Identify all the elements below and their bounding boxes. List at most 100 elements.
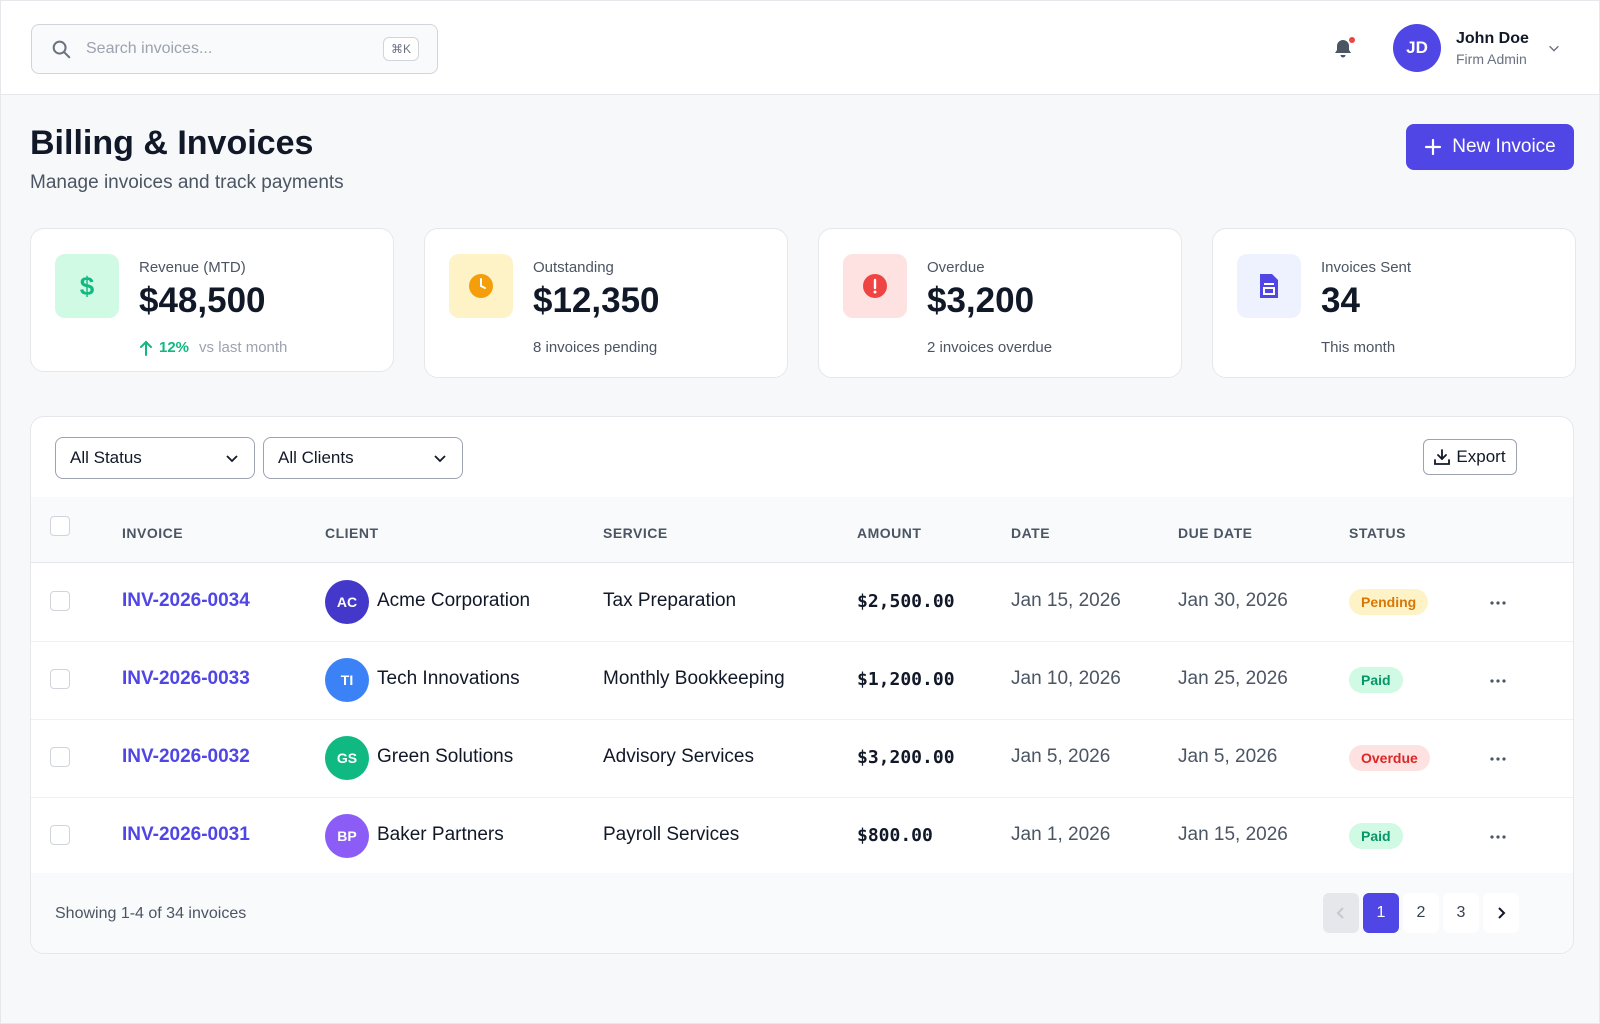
trend-percent: 12% <box>159 339 190 356</box>
more-options-icon[interactable] <box>1489 672 1507 690</box>
table-row[interactable]: INV-2026-0033 TI Tech Innovations Monthl… <box>31 642 1573 720</box>
amount: $3,200.00 <box>857 747 955 768</box>
table-row[interactable]: INV-2026-0034 AC Acme Corporation Tax Pr… <box>31 564 1573 642</box>
more-options-icon[interactable] <box>1489 594 1507 612</box>
client-name: Tech Innovations <box>377 668 520 689</box>
status-badge: Overdue <box>1349 745 1430 771</box>
client-filter-value: All Clients <box>278 448 354 467</box>
page-button-3[interactable]: 3 <box>1443 893 1479 933</box>
page-subtitle: Manage invoices and track payments <box>30 172 344 193</box>
bell-icon <box>1335 40 1351 58</box>
header-client: CLIENT <box>325 525 379 541</box>
due-date: Jan 30, 2026 <box>1178 590 1288 611</box>
header-due-date: DUE DATE <box>1178 525 1253 541</box>
notifications-button[interactable] <box>1331 37 1355 61</box>
table-row[interactable]: INV-2026-0031 BP Baker Partners Payroll … <box>31 798 1573 876</box>
due-date: Jan 5, 2026 <box>1178 746 1278 767</box>
search-input[interactable] <box>86 40 366 58</box>
header-amount: AMOUNT <box>857 525 922 541</box>
select-all-checkbox[interactable] <box>50 516 70 536</box>
plus-icon <box>1425 138 1442 156</box>
due-date: Jan 15, 2026 <box>1178 824 1288 845</box>
stat-label: Revenue (MTD) <box>139 259 246 276</box>
svg-text:$: $ <box>80 271 95 301</box>
pagination: 1 2 3 <box>1323 893 1519 933</box>
table-row[interactable]: INV-2026-0032 GS Green Solutions Advisor… <box>31 720 1573 798</box>
stat-label: Overdue <box>927 259 985 276</box>
stat-foot: This month <box>1321 339 1396 356</box>
service: Advisory Services <box>603 746 754 767</box>
stat-value: 34 <box>1321 281 1360 320</box>
showing-count: Showing 1-4 of 34 invoices <box>55 905 247 922</box>
service: Monthly Bookkeeping <box>603 668 785 689</box>
table-footer: Showing 1-4 of 34 invoices 1 2 3 <box>31 873 1573 953</box>
invoice-date: Jan 1, 2026 <box>1011 824 1111 845</box>
alert-icon <box>863 274 887 298</box>
client-avatar: AC <box>325 580 369 624</box>
export-label: Export <box>1456 447 1506 466</box>
top-bar: ⌘K JD John Doe Firm Admin <box>1 1 1599 95</box>
chevron-left-icon <box>1336 907 1344 919</box>
user-role: Firm Admin <box>1456 50 1527 67</box>
stat-value: $3,200 <box>927 281 1035 320</box>
client-avatar: BP <box>325 814 369 858</box>
user-name: John Doe <box>1456 29 1529 47</box>
more-options-icon[interactable] <box>1489 828 1507 846</box>
service: Payroll Services <box>603 824 740 845</box>
stat-value: $48,500 <box>139 281 266 320</box>
row-checkbox[interactable] <box>50 669 70 689</box>
header-service: SERVICE <box>603 525 668 541</box>
row-checkbox[interactable] <box>50 747 70 767</box>
chevron-down-icon <box>226 455 238 463</box>
notification-dot <box>1349 37 1355 43</box>
more-options-icon[interactable] <box>1489 750 1507 768</box>
invoice-link[interactable]: INV-2026-0031 <box>122 824 250 845</box>
invoice-link[interactable]: INV-2026-0032 <box>122 746 250 767</box>
invoice-link[interactable]: INV-2026-0033 <box>122 668 250 689</box>
shortcut-hint: ⌘K <box>382 37 419 61</box>
chevron-down-icon <box>1549 45 1559 52</box>
stat-card-revenue: $ Revenue (MTD) $48,500 12% vs last mont… <box>30 228 394 372</box>
client-name: Baker Partners <box>377 824 504 845</box>
stat-card-overdue: Overdue $3,200 2 invoices overdue <box>818 228 1182 378</box>
stat-foot: 8 invoices pending <box>533 339 658 356</box>
invoice-date: Jan 5, 2026 <box>1011 746 1111 767</box>
client-name: Acme Corporation <box>377 590 531 611</box>
user-menu[interactable]: JD John Doe Firm Admin <box>1393 24 1561 72</box>
invoice-link[interactable]: INV-2026-0034 <box>122 590 250 611</box>
stat-label: Invoices Sent <box>1321 259 1412 276</box>
status-badge: Paid <box>1349 823 1403 849</box>
header-invoice: INVOICE <box>122 525 184 541</box>
client-name: Green Solutions <box>377 746 514 767</box>
search-box[interactable]: ⌘K <box>31 24 438 74</box>
document-icon <box>1260 274 1278 298</box>
clock-icon <box>469 274 493 298</box>
page-button-2[interactable]: 2 <box>1403 893 1439 933</box>
stat-icon-box <box>843 254 907 318</box>
stat-icon-box <box>1237 254 1301 318</box>
avatar: JD <box>1393 24 1441 72</box>
invoice-date: Jan 10, 2026 <box>1011 668 1121 689</box>
status-filter-value: All Status <box>70 448 142 467</box>
amount: $800.00 <box>857 825 933 846</box>
chevron-right-icon <box>1498 907 1506 919</box>
client-filter[interactable]: All Clients <box>263 437 463 479</box>
prev-page-button[interactable] <box>1323 893 1359 933</box>
client-avatar: TI <box>325 658 369 702</box>
next-page-button[interactable] <box>1483 893 1519 933</box>
stat-value: $12,350 <box>533 281 660 320</box>
stat-trend: 12% vs last month <box>139 339 287 356</box>
header-status: STATUS <box>1349 525 1406 541</box>
download-icon <box>1434 449 1451 465</box>
page-button-1[interactable]: 1 <box>1363 893 1399 933</box>
stat-icon-box: $ <box>55 254 119 318</box>
row-checkbox[interactable] <box>50 591 70 611</box>
new-invoice-button[interactable]: New Invoice <box>1406 124 1574 170</box>
arrow-up-icon <box>140 340 152 356</box>
status-filter[interactable]: All Status <box>55 437 255 479</box>
due-date: Jan 25, 2026 <box>1178 668 1288 689</box>
status-badge: Pending <box>1349 589 1429 615</box>
row-checkbox[interactable] <box>50 825 70 845</box>
service: Tax Preparation <box>603 590 737 611</box>
export-button[interactable]: Export <box>1423 439 1517 475</box>
